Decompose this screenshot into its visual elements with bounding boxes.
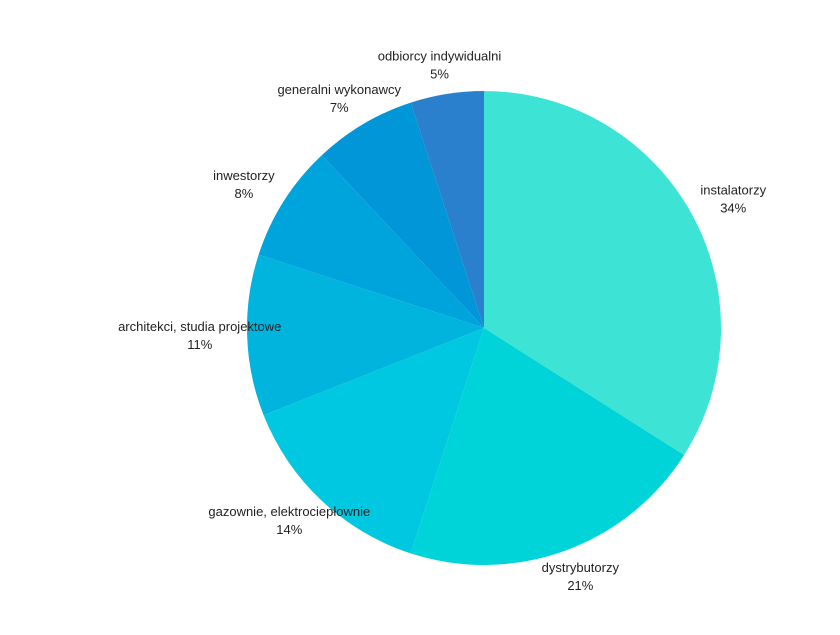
slice-value-label: 34% xyxy=(720,201,746,216)
slice-label: odbiorcy indywidualni xyxy=(378,48,502,63)
pie-slice xyxy=(484,91,721,455)
pie-slice xyxy=(321,102,484,328)
slice-label: instalatorzy xyxy=(700,183,766,198)
slice-label: inwestorzy xyxy=(213,168,275,183)
slice-value-label: 7% xyxy=(330,100,349,115)
slice-label: dystrybutorzy xyxy=(542,560,620,575)
slice-value-label: 21% xyxy=(567,578,593,593)
pie-slice xyxy=(263,328,484,554)
slice-label: gazownie, elektrociepłownie xyxy=(208,504,370,519)
slice-label: architekci, studia projektowe xyxy=(118,319,281,334)
slice-value-label: 5% xyxy=(430,66,449,81)
slice-label: generalni wykonawcy xyxy=(277,82,401,97)
pie-slice xyxy=(410,91,484,328)
pie-slice xyxy=(246,254,484,416)
pie-slice xyxy=(410,328,685,565)
slice-value-label: 11% xyxy=(187,337,212,352)
pie-slice xyxy=(258,155,484,328)
slice-value-label: 14% xyxy=(276,522,302,537)
slice-value-label: 8% xyxy=(234,186,253,201)
